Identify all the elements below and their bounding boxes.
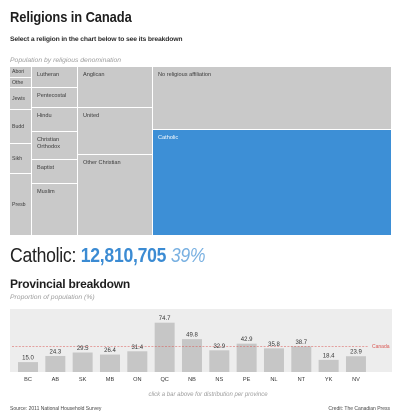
treemap-cell-no-religious-affiliation[interactable]: No religious affiliation	[153, 67, 392, 130]
treemap-cell-label: Baptist	[37, 165, 55, 171]
treemap-cell-hindu[interactable]: Hindu	[32, 108, 78, 132]
bar-nt[interactable]	[291, 346, 312, 372]
bar-on[interactable]	[127, 351, 148, 372]
treemap-cell-buddhist[interactable]: Budd	[10, 110, 32, 144]
selected-religion-count: 12,810,705	[80, 245, 167, 267]
bars-group	[18, 322, 366, 372]
treemap-cell-lutheran[interactable]: Lutheran	[32, 67, 78, 88]
treemap-cell-pentecostal[interactable]: Pentecostal	[32, 88, 78, 108]
category-labels-group: BC AB SK MB ON QC NB NS PE NL NT YK NV	[24, 377, 360, 383]
bar-value-label: 32.9	[213, 344, 225, 350]
treemap-cell-label: No religious affiliation	[158, 72, 212, 78]
treemap-cell-label: United	[83, 113, 100, 119]
treemap-cell-united[interactable]: United	[78, 108, 153, 155]
bar-value-label: 35.8	[268, 342, 280, 348]
treemap-cell-catholic[interactable]: Catholic	[153, 130, 392, 236]
bar-value-label: 31.4	[131, 345, 143, 351]
category-label-mb: MB	[106, 377, 115, 383]
bar-ab[interactable]	[45, 355, 66, 372]
treemap-cell-label: Othe	[12, 79, 24, 86]
category-label-nt: NT	[298, 377, 306, 383]
bar-value-label: 38.7	[295, 340, 307, 346]
treemap-cell-label: Presb	[12, 201, 26, 208]
treemap-cell-christian-orthodox[interactable]: Christian Orthodox	[32, 132, 78, 160]
treemap-cell-label: Pentecostal	[37, 93, 67, 99]
bar-bc[interactable]	[18, 362, 38, 372]
category-label-nb: NB	[188, 377, 196, 383]
provincial-bar-chart: Canada 15.0 24.3 29.5 26.4 31.4 74.7 49.8 32.9 4…	[10, 309, 392, 383]
treemap-cell-anglican[interactable]: Anglican	[78, 67, 153, 108]
bar-ns[interactable]	[209, 350, 230, 372]
page-title: Religions in Canada	[10, 9, 132, 26]
treemap-cell-baptist[interactable]: Baptist	[32, 160, 78, 184]
treemap-cell-presbyterian[interactable]: Presb	[10, 174, 32, 236]
category-label-bc: BC	[24, 377, 32, 383]
selected-religion-summary: Catholic: 12,810,705 39%	[10, 245, 206, 267]
treemap-caption: Population by religious denomination	[10, 57, 122, 64]
category-label-on: ON	[133, 377, 141, 383]
bar-pe[interactable]	[236, 343, 257, 372]
bar-nb[interactable]	[181, 339, 202, 372]
bar-value-label: 24.3	[49, 349, 61, 355]
value-labels-group: 15.0 24.3 29.5 26.4 31.4 74.7 49.8 32.9 42.9 35.8…	[22, 316, 362, 361]
treemap-cell-label: Abori	[12, 69, 25, 75]
bar-qc[interactable]	[154, 322, 175, 372]
bar-yk[interactable]	[318, 359, 339, 372]
bar-value-label: 49.8	[186, 333, 198, 339]
chart-subtitle: Proportion of population (%)	[10, 294, 95, 301]
chart-title: Provincial breakdown	[10, 277, 131, 291]
treemap-cell-label: Hindu	[37, 113, 52, 119]
bar-value-label: 18.4	[323, 353, 335, 359]
treemap-cell-label: Muslim	[37, 189, 55, 195]
treemap-cell-label: Catholic	[158, 135, 179, 141]
bar-value-label: 26.4	[104, 348, 116, 354]
category-label-sk: SK	[79, 377, 87, 383]
treemap-cell-other[interactable]: Othe	[10, 78, 32, 88]
selected-religion-label: Catholic:	[10, 245, 77, 267]
category-label-ab: AB	[52, 377, 60, 383]
treemap-cell-sikh[interactable]: Sikh	[10, 144, 32, 174]
treemap-cell-label: Jewis	[12, 95, 25, 102]
bar-mb[interactable]	[99, 354, 120, 372]
category-label-nl: NL	[270, 377, 277, 383]
category-label-pe: PE	[243, 377, 251, 383]
treemap-cell-label: Sikh	[12, 155, 23, 162]
treemap-cell-label: Budd	[12, 123, 25, 130]
bar-value-label: 29.5	[77, 346, 89, 352]
canada-reference-label: Canada	[372, 344, 390, 350]
treemap-cell-aboriginal[interactable]: Abori	[10, 67, 32, 78]
category-label-yk: YK	[325, 377, 333, 383]
treemap-cell-label: Anglican	[83, 72, 105, 78]
source-note: Source: 2011 National Household Survey	[10, 406, 102, 412]
chart-instruction: click a bar above for distribution per p…	[148, 392, 268, 398]
bar-nv[interactable]	[345, 356, 366, 372]
treemap-cell-muslim[interactable]: Muslim	[32, 184, 78, 236]
bar-value-label: 15.0	[22, 356, 34, 362]
treemap-cell-jewish[interactable]: Jewis	[10, 88, 32, 110]
bar-value-label: 42.9	[241, 337, 253, 343]
bar-sk[interactable]	[72, 352, 93, 372]
treemap-cell-label: Lutheran	[37, 72, 60, 78]
bar-nl[interactable]	[263, 348, 284, 372]
page-instruction: Select a religion in the chart below to …	[10, 36, 183, 43]
bar-value-label: 23.9	[350, 350, 362, 356]
religion-treemap: Abori Othe Jewis Budd Sikh Presb Luthera…	[10, 67, 392, 236]
category-label-ns: NS	[215, 377, 223, 383]
treemap-cell-label: Other Christian	[83, 160, 121, 166]
category-label-nv: NV	[352, 377, 360, 383]
treemap-cell-label: Christian Orthodox	[37, 137, 61, 150]
treemap-cell-other-christian[interactable]: Other Christian	[78, 155, 153, 236]
selected-religion-percent: 39%	[170, 245, 206, 267]
credit-note: Credit: The Canadian Press	[328, 406, 390, 412]
category-label-qc: QC	[160, 377, 168, 383]
bar-value-label: 74.7	[159, 316, 171, 322]
